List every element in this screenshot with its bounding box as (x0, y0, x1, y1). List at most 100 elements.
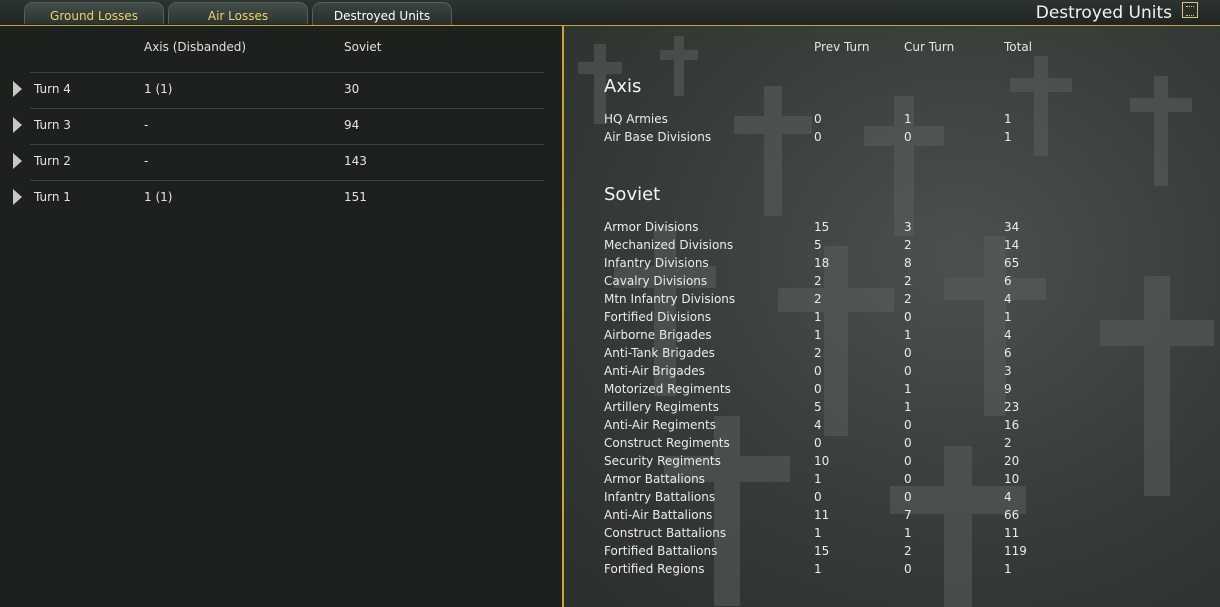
cur-turn-value: 2 (904, 238, 912, 252)
cur-turn-value: 8 (904, 256, 912, 270)
prev-turn-value: 1 (814, 562, 822, 576)
unit-type: Fortified Regions (604, 562, 705, 576)
unit-row: Security Regiments 10 0 20 (564, 454, 1220, 472)
unit-type: Infantry Battalions (604, 490, 716, 504)
total-value: 4 (1004, 490, 1012, 504)
total-value: 20 (1004, 454, 1020, 468)
prev-turn-value: 1 (814, 310, 822, 324)
prev-turn-value: 18 (814, 256, 830, 270)
total-value: 9 (1004, 382, 1012, 396)
tab-ground-losses[interactable]: Ground Losses (24, 2, 164, 24)
expand-arrow-icon[interactable] (13, 153, 22, 169)
window-title: Destroyed Units (1035, 3, 1172, 23)
total-value: 14 (1004, 238, 1020, 252)
cur-turn-value: 7 (904, 508, 912, 522)
expand-arrow-icon[interactable] (13, 189, 22, 205)
unit-type: Mtn Infantry Divisions (604, 292, 736, 306)
cur-turn-value: 0 (904, 310, 912, 324)
total-value: 16 (1004, 418, 1020, 432)
prev-turn-value: 15 (814, 544, 830, 558)
unit-type: Anti-Air Brigades (604, 364, 705, 378)
prev-turn-value: 15 (814, 220, 830, 234)
cur-turn-value: 0 (904, 562, 912, 576)
unit-row: Construct Battalions 1 1 11 (564, 526, 1220, 544)
unit-row: Construct Regiments 0 0 2 (564, 436, 1220, 454)
cur-turn-value: 2 (904, 274, 912, 288)
unit-type: Construct Regiments (604, 436, 730, 450)
turn-label: Turn 4 (34, 82, 71, 96)
unit-row: Cavalry Divisions 2 2 6 (564, 274, 1220, 292)
pane-divider (562, 26, 564, 607)
total-value: 34 (1004, 220, 1020, 234)
prev-turn-value: 0 (814, 130, 822, 144)
unit-row: Fortified Regions 1 0 1 (564, 562, 1220, 580)
tab-bar: Ground Losses Air Losses Destroyed Units… (0, 0, 1220, 26)
column-header-total: Total (1004, 40, 1033, 54)
expand-arrow-icon[interactable] (13, 117, 22, 133)
unit-type: Motorized Regiments (604, 382, 731, 396)
cur-turn-value: 0 (904, 454, 912, 468)
cur-turn-value: 0 (904, 436, 912, 450)
total-value: 1 (1004, 112, 1012, 126)
total-value: 66 (1004, 508, 1020, 522)
prev-turn-value: 4 (814, 418, 822, 432)
unit-row: Artillery Regiments 5 1 23 (564, 400, 1220, 418)
total-value: 2 (1004, 436, 1012, 450)
total-value: 1 (1004, 310, 1012, 324)
column-header-cur-turn: Cur Turn (904, 40, 955, 54)
unit-type: Cavalry Divisions (604, 274, 708, 288)
unit-row: Airborne Brigades 1 1 4 (564, 328, 1220, 346)
expand-arrow-icon[interactable] (13, 81, 22, 97)
turn-label: Turn 1 (34, 190, 71, 204)
unit-row: Anti-Air Battalions 11 7 66 (564, 508, 1220, 526)
unit-type: Anti-Air Regiments (604, 418, 716, 432)
prev-turn-value: 0 (814, 490, 822, 504)
unit-row: Armor Battalions 1 0 10 (564, 472, 1220, 490)
prev-turn-value: 10 (814, 454, 830, 468)
unit-row: Mtn Infantry Divisions 2 2 4 (564, 292, 1220, 310)
axis-value: - (144, 118, 149, 132)
cur-turn-value: 0 (904, 346, 912, 360)
unit-type: HQ Armies (604, 112, 668, 126)
tab-air-losses[interactable]: Air Losses (168, 2, 308, 24)
cur-turn-value: 1 (904, 526, 912, 540)
section-title-soviet: Soviet (604, 184, 661, 205)
column-header-prev-turn: Prev Turn (814, 40, 870, 54)
turn-row[interactable]: Turn 1 1 (1) 151 (0, 181, 562, 217)
prev-turn-value: 5 (814, 238, 822, 252)
cur-turn-value: 1 (904, 328, 912, 342)
unit-type: Airborne Brigades (604, 328, 712, 342)
turn-row[interactable]: Turn 3 - 94 (0, 109, 562, 145)
unit-row: Infantry Battalions 0 0 4 (564, 490, 1220, 508)
total-value: 23 (1004, 400, 1020, 414)
prev-turn-value: 0 (814, 112, 822, 126)
turn-row[interactable]: Turn 4 1 (1) 30 (0, 73, 562, 109)
cur-turn-value: 2 (904, 292, 912, 306)
cemetery-crosses-background (578, 36, 1214, 607)
unit-row: Anti-Tank Brigades 2 0 6 (564, 346, 1220, 364)
unit-row: Mechanized Divisions 5 2 14 (564, 238, 1220, 256)
prev-turn-value: 2 (814, 292, 822, 306)
prev-turn-value: 2 (814, 274, 822, 288)
cur-turn-value: 0 (904, 364, 912, 378)
total-value: 4 (1004, 328, 1012, 342)
turn-row[interactable]: Turn 2 - 143 (0, 145, 562, 181)
total-value: 3 (1004, 364, 1012, 378)
row-separator (30, 72, 544, 73)
unit-row: Motorized Regiments 0 1 9 (564, 382, 1220, 400)
unit-type: Air Base Divisions (604, 130, 712, 144)
cur-turn-value: 1 (904, 112, 912, 126)
unit-type: Anti-Air Battalions (604, 508, 713, 522)
tab-destroyed-units[interactable]: Destroyed Units (312, 2, 452, 26)
unit-row: Anti-Air Regiments 4 0 16 (564, 418, 1220, 436)
prev-turn-value: 0 (814, 364, 822, 378)
axis-value: 1 (1) (144, 190, 173, 204)
prev-turn-value: 0 (814, 382, 822, 396)
unit-row: Fortified Divisions 1 0 1 (564, 310, 1220, 328)
unit-row: Armor Divisions 15 3 34 (564, 220, 1220, 238)
notes-icon[interactable] (1182, 2, 1198, 18)
total-value: 11 (1004, 526, 1020, 540)
unit-type: Infantry Divisions (604, 256, 709, 270)
unit-row: Anti-Air Brigades 0 0 3 (564, 364, 1220, 382)
destroyed-units-detail-pane: Prev Turn Cur Turn Total Axis HQ Armies 0 1… (564, 26, 1220, 607)
